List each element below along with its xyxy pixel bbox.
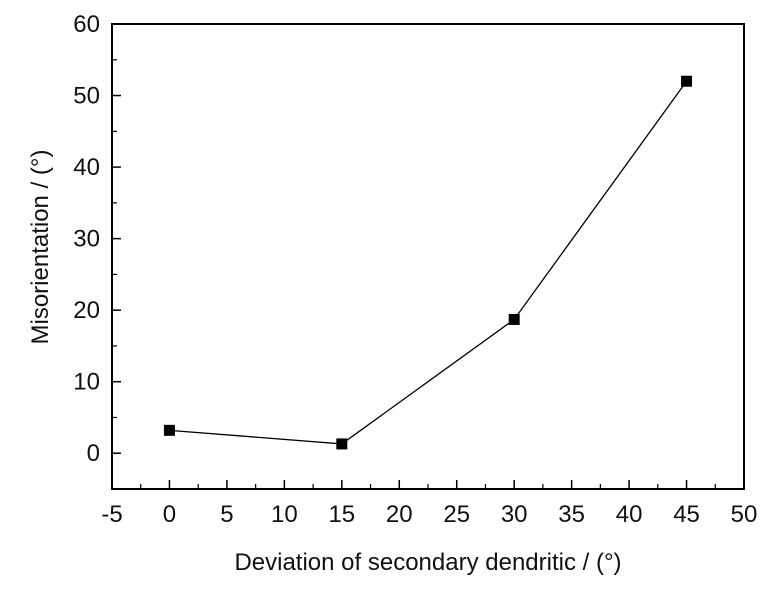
y-tick-label: 60: [73, 11, 100, 38]
x-axis-label: Deviation of secondary dendritic / (°): [234, 549, 621, 576]
y-tick-label: 20: [73, 297, 100, 324]
data-point-marker: [163, 424, 175, 436]
data-point-marker: [508, 313, 520, 325]
x-tick-label: 40: [616, 501, 643, 528]
series-line: [169, 80, 688, 445]
plot-frame: [111, 23, 745, 490]
x-tick-label: 35: [558, 501, 585, 528]
x-tick-label: 15: [328, 501, 355, 528]
x-tick-label: 10: [271, 501, 298, 528]
y-axis-label: Misorientation / (°): [27, 150, 54, 345]
data-point-marker: [681, 75, 693, 87]
x-tick-label: -5: [101, 501, 122, 528]
y-tick-label: 40: [73, 154, 100, 181]
series-layer: [163, 75, 693, 450]
x-tick-label: 45: [673, 501, 700, 528]
x-tick-label: 50: [731, 501, 758, 528]
x-tick-label: 25: [443, 501, 470, 528]
axis-ticks: -5 0 5 10 15 20 25 30 35 40 45 50 0 10 20 30 40 50 60: [73, 11, 757, 528]
y-tick-label: 10: [73, 369, 100, 396]
x-tick-label: 30: [501, 501, 528, 528]
x-tick-label: 0: [163, 501, 176, 528]
data-point-marker: [336, 438, 348, 450]
x-tick-label: 20: [386, 501, 413, 528]
y-tick-label: 50: [73, 83, 100, 110]
x-tick-label: 5: [220, 501, 233, 528]
y-tick-label: 0: [87, 440, 100, 467]
y-tick-label: 30: [73, 226, 100, 253]
